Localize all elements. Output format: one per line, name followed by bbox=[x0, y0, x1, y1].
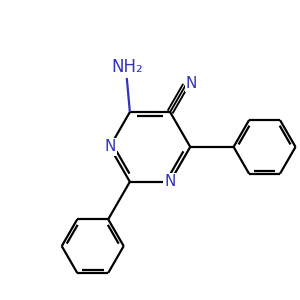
Text: N: N bbox=[185, 76, 197, 91]
Text: N: N bbox=[104, 140, 116, 154]
Text: NH₂: NH₂ bbox=[111, 58, 143, 76]
Text: N: N bbox=[164, 174, 176, 189]
